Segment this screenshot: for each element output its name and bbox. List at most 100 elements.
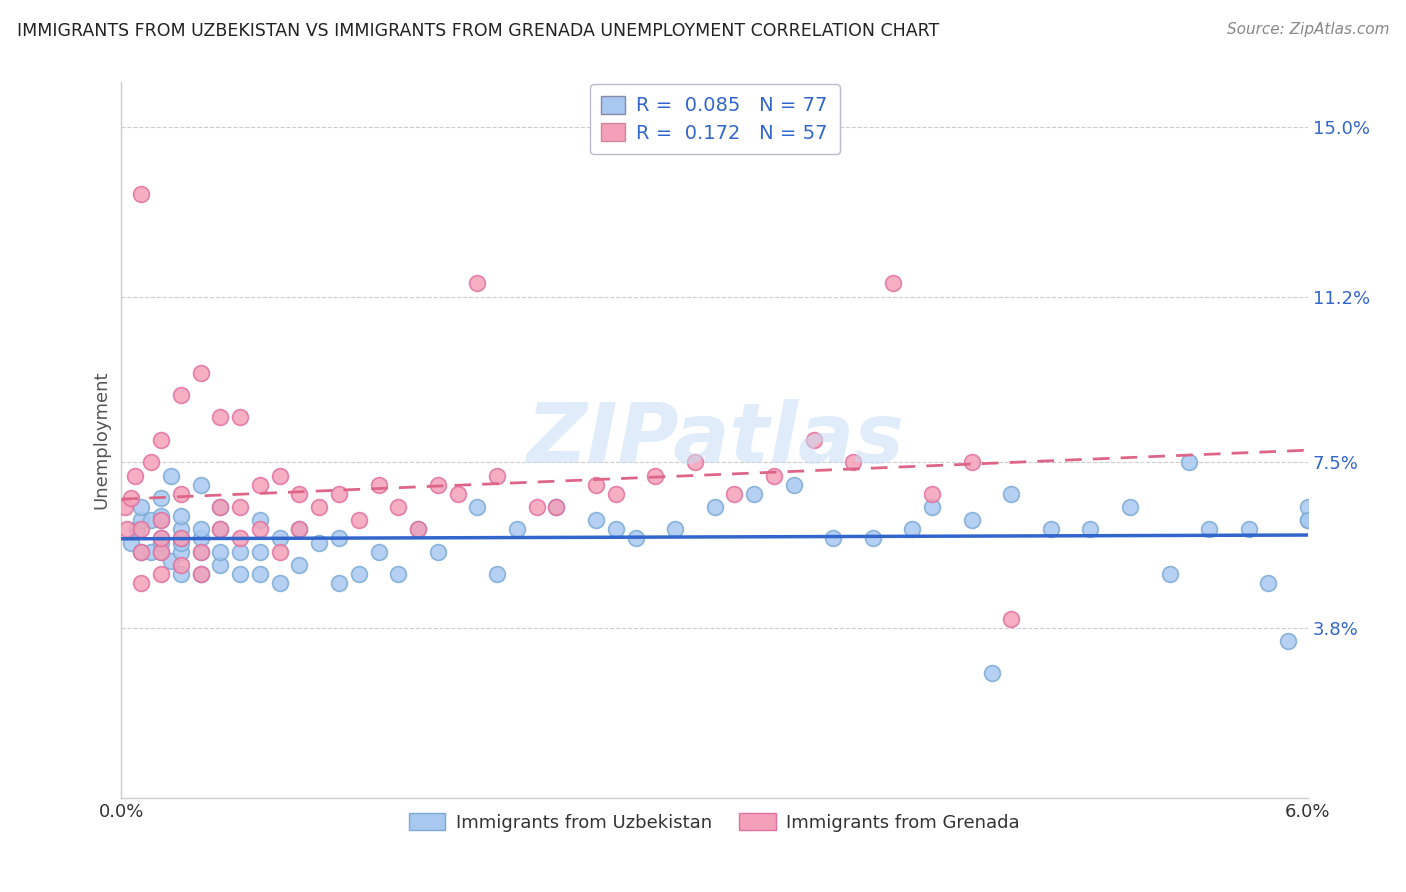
Point — [150, 531, 173, 545]
Point — [882, 277, 904, 291]
Point — [129, 513, 152, 527]
Point — [1039, 522, 1062, 536]
Point — [170, 535, 193, 549]
Point — [229, 531, 252, 545]
Point — [170, 567, 193, 582]
Point — [249, 477, 271, 491]
Point — [170, 522, 193, 536]
Point — [347, 513, 370, 527]
Point — [209, 545, 232, 559]
Point — [1178, 455, 1201, 469]
Point — [269, 576, 291, 591]
Point — [127, 522, 149, 536]
Text: IMMIGRANTS FROM UZBEKISTAN VS IMMIGRANTS FROM GRENADA UNEMPLOYMENT CORRELATION C: IMMIGRANTS FROM UZBEKISTAN VS IMMIGRANTS… — [17, 22, 939, 40]
Point — [269, 468, 291, 483]
Point — [269, 545, 291, 559]
Point — [486, 468, 509, 483]
Point — [190, 567, 212, 582]
Point — [328, 531, 350, 545]
Point — [308, 500, 330, 514]
Point — [605, 522, 627, 536]
Point — [367, 477, 389, 491]
Point — [823, 531, 845, 545]
Point — [249, 522, 271, 536]
Point — [150, 508, 173, 523]
Point — [190, 567, 212, 582]
Point — [1296, 500, 1319, 514]
Point — [120, 535, 142, 549]
Point — [209, 522, 232, 536]
Point — [129, 500, 152, 514]
Point — [249, 513, 271, 527]
Point — [114, 500, 136, 514]
Point — [190, 366, 212, 380]
Point — [229, 410, 252, 425]
Point — [190, 545, 212, 559]
Point — [139, 455, 162, 469]
Point — [288, 522, 311, 536]
Point — [170, 531, 193, 545]
Point — [664, 522, 686, 536]
Point — [160, 468, 183, 483]
Point — [546, 500, 568, 514]
Point — [960, 513, 983, 527]
Point — [980, 665, 1002, 680]
Point — [170, 508, 193, 523]
Point — [190, 477, 212, 491]
Point — [1198, 522, 1220, 536]
Point — [526, 500, 548, 514]
Point — [150, 433, 173, 447]
Point — [117, 522, 139, 536]
Point — [170, 545, 193, 559]
Point — [624, 531, 647, 545]
Point — [1237, 522, 1260, 536]
Point — [1277, 634, 1299, 648]
Point — [862, 531, 884, 545]
Point — [467, 500, 489, 514]
Point — [129, 186, 152, 201]
Point — [1296, 513, 1319, 527]
Point — [921, 486, 943, 500]
Point — [170, 486, 193, 500]
Point — [742, 486, 765, 500]
Y-axis label: Unemployment: Unemployment — [93, 370, 110, 509]
Point — [783, 477, 806, 491]
Point — [209, 410, 232, 425]
Text: ZIPatlas: ZIPatlas — [526, 400, 904, 481]
Point — [269, 531, 291, 545]
Point — [129, 522, 152, 536]
Point — [328, 576, 350, 591]
Point — [703, 500, 725, 514]
Point — [1000, 612, 1022, 626]
Point — [288, 486, 311, 500]
Point — [426, 545, 449, 559]
Point — [467, 277, 489, 291]
Point — [209, 522, 232, 536]
Point — [170, 388, 193, 402]
Point — [683, 455, 706, 469]
Point — [170, 558, 193, 573]
Point — [160, 554, 183, 568]
Point — [190, 522, 212, 536]
Point — [288, 558, 311, 573]
Point — [842, 455, 865, 469]
Point — [150, 491, 173, 505]
Point — [129, 545, 152, 559]
Point — [249, 567, 271, 582]
Point — [1080, 522, 1102, 536]
Point — [406, 522, 429, 536]
Point — [124, 468, 146, 483]
Point — [387, 500, 409, 514]
Point — [585, 477, 607, 491]
Point — [209, 500, 232, 514]
Point — [150, 513, 173, 527]
Point — [139, 545, 162, 559]
Point — [486, 567, 509, 582]
Point — [406, 522, 429, 536]
Legend: Immigrants from Uzbekistan, Immigrants from Grenada: Immigrants from Uzbekistan, Immigrants f… — [402, 806, 1028, 838]
Point — [229, 545, 252, 559]
Point — [129, 545, 152, 559]
Point — [426, 477, 449, 491]
Point — [1257, 576, 1279, 591]
Point — [129, 576, 152, 591]
